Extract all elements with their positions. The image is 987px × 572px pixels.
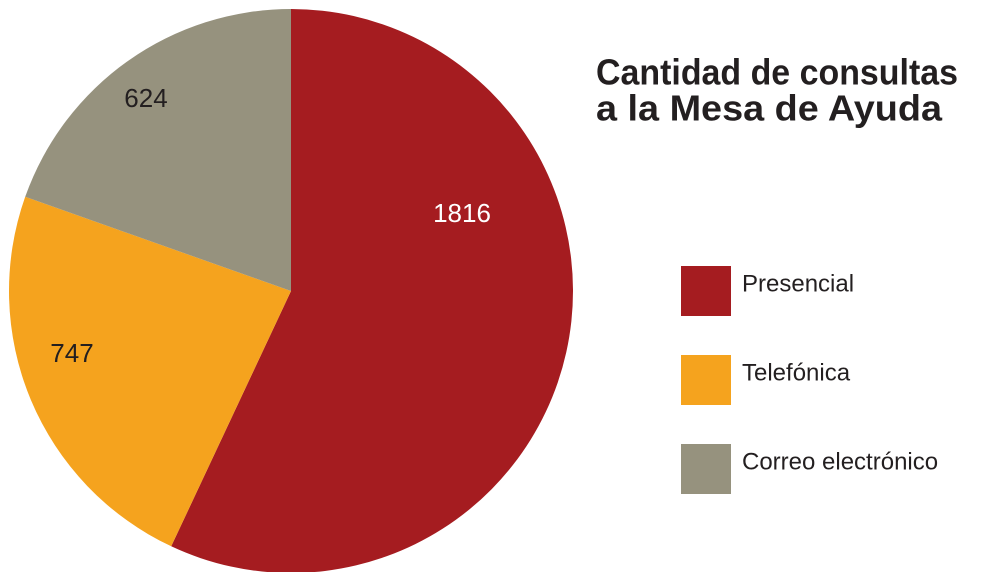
legend-swatch [681,266,731,316]
chart-title: a la Mesa de Ayuda [596,88,943,129]
legend-text: Telefónica [742,359,851,386]
legend-text: Presencial [742,270,854,297]
pie-slice [171,9,573,572]
value-label: 624 [124,83,167,113]
pie-slice [25,9,291,291]
pie-slice [8,196,291,547]
value-label: 1816 [433,198,491,228]
legend-swatch [681,444,731,494]
chart-title: Cantidad de consultas [596,52,958,93]
value-label: 747 [50,338,93,368]
legend-swatch [681,355,731,405]
legend-text: Correo electrónico [742,448,938,475]
